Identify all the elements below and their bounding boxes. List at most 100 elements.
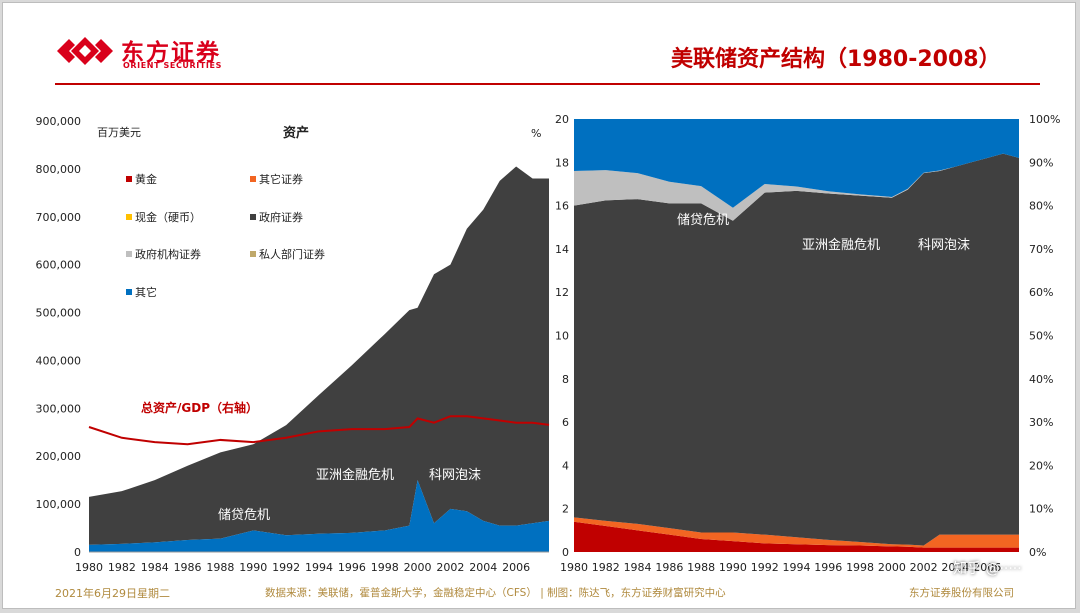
annotation-dotcom: 科网泡沫: [429, 468, 481, 483]
left-y-tick: 600,000: [36, 259, 82, 272]
legend-label-cash: 现金（硬币）: [135, 210, 201, 224]
right-y-tick-pct: 40%: [1029, 373, 1053, 386]
right-y-tick-pct: 80%: [1029, 200, 1053, 213]
annotation-asian-crisis-right: 亚洲金融危机: [802, 237, 880, 253]
right-chart: 0% 10% 20% 30% 40% 50% 60% 70% 80% 90% 100% 0 2 4 6 8 10…: [555, 113, 1060, 574]
legend-swatch-private: [250, 251, 256, 257]
logo-icon: [57, 37, 113, 65]
annotation-sl-crisis-right: 储贷危机: [677, 213, 729, 228]
left-x-tick: 1984: [141, 561, 169, 574]
left-unit: 百万美元: [97, 126, 141, 139]
right-y-tick-pct: 90%: [1029, 156, 1053, 169]
government-securities-area: [89, 166, 549, 545]
right-y-tick-left: 16: [555, 200, 569, 213]
left-y-tick: 500,000: [36, 307, 82, 320]
header-divider: [55, 83, 1040, 85]
logo-en: ORIENT SECURITIES: [123, 61, 222, 70]
left-chart-title: 资产: [283, 125, 309, 141]
right-x-tick: 1982: [592, 561, 620, 574]
right-y-tick-left: 18: [555, 156, 569, 169]
legend-swatch-other-securities: [250, 176, 256, 182]
right-y-tick-pct: 70%: [1029, 243, 1053, 256]
legend-swatch-gold: [126, 176, 132, 182]
footer-source: 数据来源：美联储，霍普金斯大学，金融稳定中心（CFS） | 制图：陈达飞，东方证…: [265, 587, 726, 599]
right-y-tick-pct: 20%: [1029, 459, 1053, 472]
right-x-tick: 1984: [624, 561, 652, 574]
right-y-tick-pct: 100%: [1029, 113, 1060, 126]
right-y-tick-left: 2: [562, 503, 569, 516]
legend-label-gold: 黄金: [135, 172, 157, 186]
left-chart: 0 100,000 200,000 300,000 400,000 500,000 600,…: [36, 115, 550, 574]
right-x-tick: 2006: [973, 561, 1001, 574]
right-y-tick-pct: 50%: [1029, 330, 1053, 343]
right-x-tick: 2004: [941, 561, 969, 574]
left-x-tick: 2006: [502, 561, 530, 574]
left-y-tick: 700,000: [36, 211, 82, 224]
legend-swatch-agency: [126, 251, 132, 257]
footer-company: 东方证券股份有限公司: [909, 587, 1014, 599]
left-y-tick: 200,000: [36, 450, 82, 463]
left-y-tick: 100,000: [36, 498, 82, 511]
right-x-tick: 1994: [783, 561, 811, 574]
ratio-line: [88, 415, 550, 446]
left-y-tick: 900,000: [36, 115, 82, 128]
annotation-sl-crisis: 储贷危机: [218, 508, 270, 523]
right-x-tick: 1992: [751, 561, 779, 574]
right-area-gold: [574, 521, 1019, 552]
right-x-tick: 1980: [560, 561, 588, 574]
watermark: 知乎 @·····: [953, 558, 1022, 578]
right-x-tick: 2002: [910, 561, 938, 574]
right-x-tick: 1998: [846, 561, 874, 574]
legend-swatch-government: [250, 214, 256, 220]
left-x-tick: 1992: [272, 561, 300, 574]
left-y-tick: 0: [74, 546, 81, 559]
left-x-tick: 2002: [436, 561, 464, 574]
page-title: 美联储资产结构（1980-2008）: [671, 47, 1001, 72]
right-y-tick-left: 8: [562, 373, 569, 386]
left-y-tick: 300,000: [36, 402, 82, 415]
right-y-tick-left: 12: [555, 286, 569, 299]
right-y-tick-pct: 10%: [1029, 503, 1053, 516]
right-x-tick: 1986: [655, 561, 683, 574]
footer-date: 2021年6月29日星期二: [55, 587, 170, 600]
right-y-tick-left: 20: [555, 113, 569, 126]
legend-label-private: 私人部门证券: [259, 247, 325, 261]
logo-cn: 东方证券: [121, 40, 221, 66]
annotation-asian-crisis: 亚洲金融危机: [316, 467, 394, 483]
right-y-tick-left: 4: [562, 459, 569, 472]
left-x-tick: 1988: [206, 561, 234, 574]
legend-swatch-other: [126, 289, 132, 295]
right-y-tick-pct: 30%: [1029, 416, 1053, 429]
right-x-tick: 1988: [687, 561, 715, 574]
annotation-dotcom-right: 科网泡沫: [918, 238, 970, 253]
annotation-ratio: 总资产/GDP（右轴）: [141, 400, 258, 415]
legend-swatch-cash: [126, 214, 132, 220]
left-x-tick: 1998: [371, 561, 399, 574]
right-area-government-securities: [574, 153, 1019, 546]
left-x-tick: 1986: [174, 561, 202, 574]
right-y-tick-pct: 0%: [1029, 546, 1046, 559]
left-unit-right: %: [531, 127, 541, 140]
right-y-tick-pct: 60%: [1029, 286, 1053, 299]
legend-label-government: 政府证券: [259, 210, 303, 224]
right-area-agency-securities: [574, 153, 1019, 221]
left-x-tick: 2004: [469, 561, 497, 574]
legend-label-other-securities: 其它证券: [259, 172, 303, 186]
left-x-tick: 1990: [239, 561, 267, 574]
right-area-other-securities: [574, 517, 1019, 548]
left-y-tick: 400,000: [36, 354, 82, 367]
right-y-tick-left: 0: [562, 546, 569, 559]
right-y-tick-left: 10: [555, 330, 569, 343]
right-y-tick-left: 6: [562, 416, 569, 429]
left-x-tick: 1996: [338, 561, 366, 574]
left-x-tick: 1994: [305, 561, 333, 574]
left-x-tick: 2000: [404, 561, 432, 574]
right-x-tick: 1990: [719, 561, 747, 574]
right-y-tick-left: 14: [555, 243, 569, 256]
watermark-text: 知乎 @·····: [953, 561, 1022, 577]
legend-label-agency: 政府机构证券: [135, 247, 201, 261]
right-x-tick: 2000: [878, 561, 906, 574]
legend: 黄金 其它证券 现金（硬币） 政府证券 政府机构证券 私人部门证券 其它: [126, 172, 325, 299]
other-assets-area: [89, 480, 549, 552]
